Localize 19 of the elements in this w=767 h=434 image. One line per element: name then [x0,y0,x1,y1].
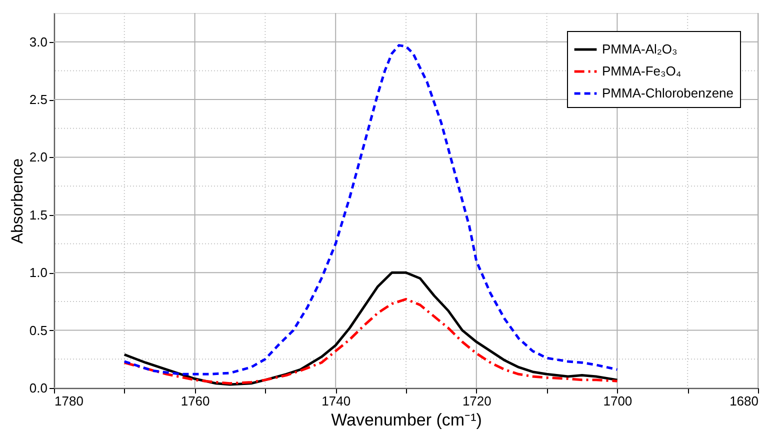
y-tick-label: 1.5 [29,207,48,222]
line-series [123,298,618,385]
y-tick-label: 2.5 [29,92,48,108]
x-tick-label: 1720 [462,394,492,408]
x-tick-label: 1700 [603,394,632,408]
y-axis-title: Absorbence [9,158,26,244]
x-axis-title: Wavenumber (cm⁻¹) [331,410,482,430]
x-tick-label: 1680 [730,394,758,408]
y-tick-label: 0.5 [29,322,48,338]
legend-label: PMMA-Al₂O₃ [602,42,678,56]
y-tick-label: 1.0 [29,265,48,280]
x-tick-label: 1760 [180,394,210,408]
x-tick-label: 1780 [54,394,84,408]
x-tick-label: 1740 [322,394,351,408]
y-tick-label: 2.0 [29,150,48,165]
legend-label: PMMA-Fe₃O₄ [602,64,682,78]
y-tick-label: 3.0 [29,34,48,50]
legend-label: PMMA-Chlorobenzene [602,86,734,100]
y-tick-label: 0.0 [29,380,48,396]
